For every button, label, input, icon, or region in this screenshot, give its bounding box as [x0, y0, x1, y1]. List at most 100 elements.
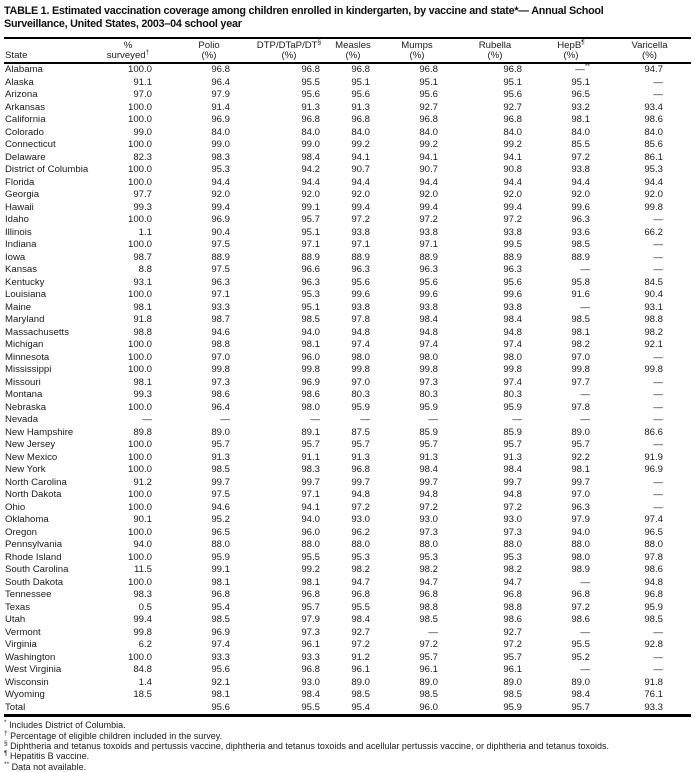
mumps-value: 89.0 — [419, 676, 438, 688]
state-cell: Mississippi — [5, 364, 52, 376]
mumps-value: 90.7 — [419, 164, 438, 176]
pct-surveyed-value: 100.0 — [127, 501, 152, 513]
hepb-value: — — [580, 664, 590, 676]
rubella-value: 95.3 — [503, 551, 522, 563]
mumps-value: 94.7 — [419, 576, 438, 588]
rubella-value: 91.3 — [503, 451, 522, 463]
measles-value: 96.1 — [351, 664, 370, 676]
dtp-dtap-dt-value: 98.3 — [301, 464, 320, 476]
varicella-value: — — [653, 351, 663, 363]
rubella-value: 94.4 — [503, 176, 522, 188]
hepb-value: 94.0 — [571, 526, 590, 538]
varicella-value: 98.5 — [644, 614, 663, 626]
mumps-value: 95.6 — [419, 276, 438, 288]
col-header-state: State — [4, 38, 88, 65]
hepb-value: — — [580, 389, 590, 401]
dtp-dtap-dt-value: 95.7 — [301, 214, 320, 226]
measles-value: 95.3 — [351, 551, 370, 563]
rubella-value: 96.1 — [503, 664, 522, 676]
polio-value: 91.3 — [211, 451, 230, 463]
pct-surveyed-value: 100.0 — [127, 176, 152, 188]
hepb-value: 98.1 — [571, 114, 590, 126]
measles-value: 87.5 — [351, 426, 370, 438]
table-row: Minnesota 100.0 97.0 96.0 98.0 98.0 98.0 97.0 — — [4, 352, 691, 365]
varicella-value: 96.5 — [644, 526, 663, 538]
polio-value: 96.4 — [211, 76, 230, 88]
state-cell: New Mexico — [5, 451, 58, 463]
rubella-value: 96.3 — [503, 264, 522, 276]
state-cell: Delaware — [5, 151, 46, 163]
pct-surveyed-value: 100.0 — [127, 64, 152, 76]
col-header-pct-surveyed: % surveyed† — [88, 38, 168, 65]
varicella-value: 93.4 — [644, 101, 663, 113]
hepb-value: 85.5 — [571, 139, 590, 151]
dtp-dtap-dt-value: 95.5 — [301, 701, 320, 713]
table-row: Indiana 100.0 97.5 97.1 97.1 97.1 99.5 98.5 — — [4, 239, 691, 252]
varicella-value: 99.8 — [644, 201, 663, 213]
hepb-value: 91.6 — [571, 289, 590, 301]
measles-value: 84.0 — [351, 126, 370, 138]
rubella-value: 93.8 — [503, 226, 522, 238]
measles-value: 88.9 — [351, 251, 370, 263]
state-cell: Hawaii — [5, 201, 34, 213]
polio-value: 99.8 — [211, 364, 230, 376]
dtp-dtap-dt-value: 99.2 — [301, 564, 320, 576]
table-row: Maryland 91.8 98.7 98.5 97.8 98.4 98.4 98.5 98.8 — [4, 314, 691, 327]
col-header-dtp-dtap-dt: DTP/DTaP/DT§ (%) — [250, 38, 328, 65]
hepb-value: 96.8 — [571, 589, 590, 601]
mumps-value: 94.1 — [419, 151, 438, 163]
table-row: Florida 100.0 94.4 94.4 94.4 94.4 94.4 94.4 94.4 — [4, 177, 691, 190]
rubella-value: 92.7 — [503, 101, 522, 113]
polio-value: 97.0 — [211, 351, 230, 363]
state-cell: Kansas — [5, 264, 37, 276]
measles-value: 97.8 — [351, 314, 370, 326]
rubella-value: 94.1 — [503, 151, 522, 163]
varicella-value: 99.8 — [644, 364, 663, 376]
rubella-value: 99.6 — [503, 289, 522, 301]
varicella-value: — — [653, 664, 663, 676]
hepb-value: 99.8 — [571, 364, 590, 376]
dtp-dtap-dt-value: 97.1 — [301, 239, 320, 251]
mumps-value: 96.8 — [419, 64, 438, 76]
pct-surveyed-value: 100.0 — [127, 439, 152, 451]
varicella-value: 92.1 — [644, 339, 663, 351]
mumps-value: 98.5 — [419, 614, 438, 626]
mumps-value: 97.2 — [419, 639, 438, 651]
rubella-value: 99.8 — [503, 364, 522, 376]
rubella-value: 95.6 — [503, 89, 522, 101]
hepb-value: 99.7 — [571, 476, 590, 488]
table-row: Idaho 100.0 96.9 95.7 97.2 97.2 97.2 96.3 — — [4, 214, 691, 227]
polio-value: 95.3 — [211, 164, 230, 176]
dtp-dtap-dt-value: 94.0 — [301, 514, 320, 526]
polio-value: — — [220, 414, 230, 426]
varicella-value: 94.4 — [644, 176, 663, 188]
rubella-value: 92.7 — [503, 626, 522, 638]
polio-value: 99.4 — [211, 201, 230, 213]
dtp-dtap-dt-value: 89.1 — [301, 426, 320, 438]
mumps-value: 88.0 — [419, 539, 438, 551]
hepb-value: 95.1 — [571, 76, 590, 88]
state-cell: Wisconsin — [5, 676, 49, 688]
polio-value: 98.8 — [211, 339, 230, 351]
polio-value: 96.8 — [211, 64, 230, 76]
measles-value: 90.7 — [351, 164, 370, 176]
table-row: Nebraska 100.0 96.4 98.0 95.9 95.9 95.9 97.8 — — [4, 402, 691, 415]
state-cell: Rhode Island — [5, 551, 62, 563]
mumps-value: 80.3 — [419, 389, 438, 401]
table-row: Mississippi 100.0 99.8 99.8 99.8 99.8 99.8 99.8… — [4, 364, 691, 377]
hepb-value: — — [580, 264, 590, 276]
state-cell: Missouri — [5, 376, 41, 388]
state-cell: North Carolina — [5, 476, 67, 488]
dtp-dtap-dt-value: 84.0 — [301, 126, 320, 138]
polio-value: 99.7 — [211, 476, 230, 488]
measles-value: 92.0 — [351, 189, 370, 201]
table-row: New Mexico 100.0 91.3 91.1 91.3 91.3 91.3 92.2 9… — [4, 452, 691, 465]
measles-value: 99.2 — [351, 139, 370, 151]
hepb-value: 93.2 — [571, 101, 590, 113]
table-row: Colorado 99.0 84.0 84.0 84.0 84.0 84.0 84.0 84.0 — [4, 127, 691, 140]
polio-value: 99.0 — [211, 139, 230, 151]
polio-value: 97.5 — [211, 264, 230, 276]
pct-surveyed-value: — — [142, 414, 152, 426]
pct-surveyed-value: 100.0 — [127, 526, 152, 538]
varicella-value: 95.3 — [644, 164, 663, 176]
